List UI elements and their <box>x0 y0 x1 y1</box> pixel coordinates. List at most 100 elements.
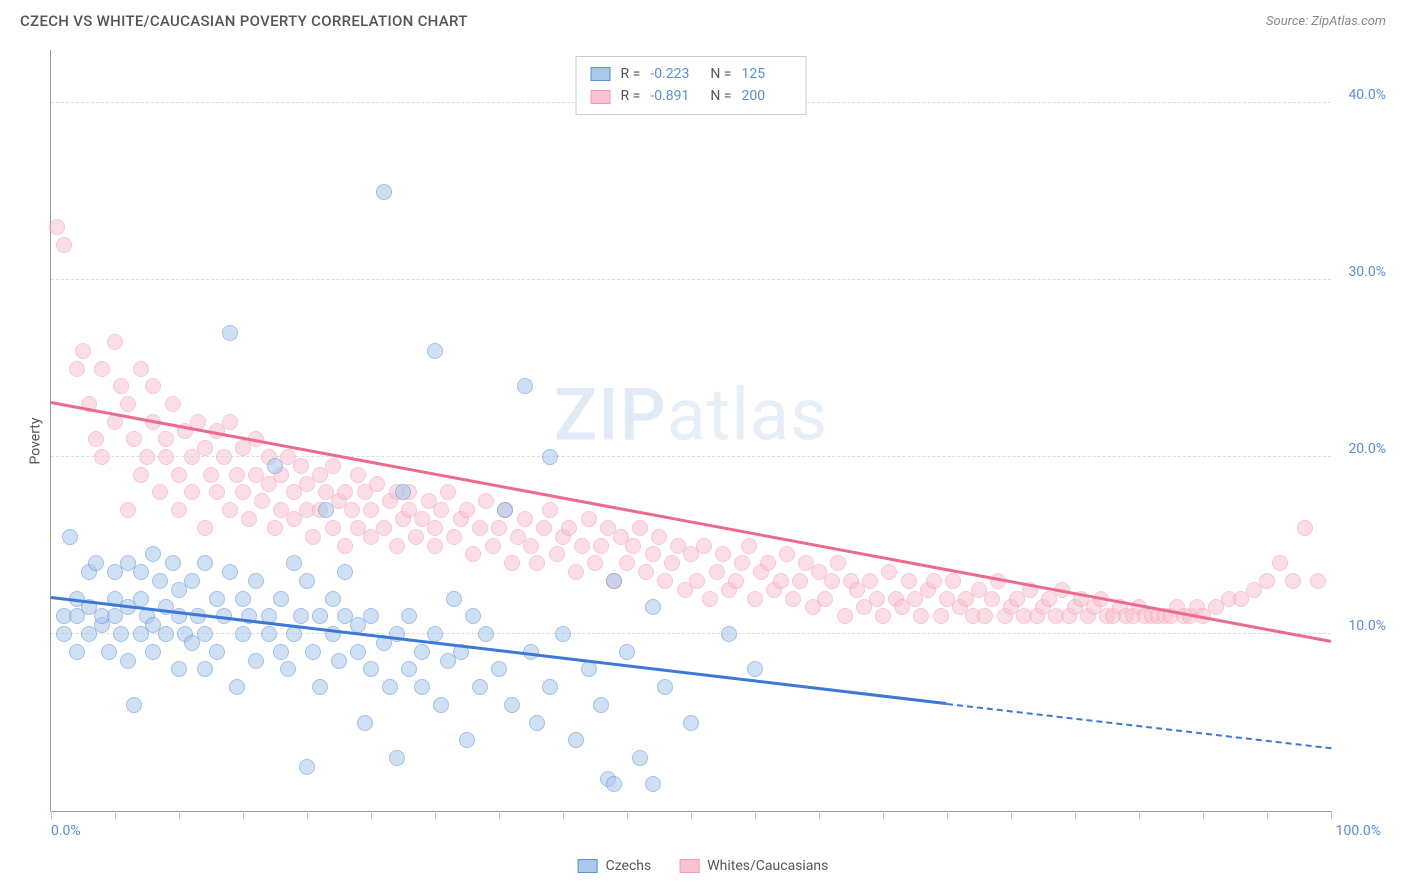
scatter-point-blue <box>504 697 520 713</box>
scatter-point-pink <box>165 396 181 412</box>
x-tick <box>435 811 436 819</box>
scatter-point-pink <box>229 467 245 483</box>
scatter-point-pink <box>216 449 232 465</box>
legend-r-label: R = <box>621 63 641 85</box>
scatter-point-pink <box>325 458 341 474</box>
legend-series-item: Whites/Caucasians <box>679 858 828 874</box>
scatter-point-pink <box>350 467 366 483</box>
scatter-point-pink <box>478 493 494 509</box>
scatter-point-blue <box>427 343 443 359</box>
scatter-point-blue <box>459 732 475 748</box>
scatter-point-pink <box>581 511 597 527</box>
scatter-point-pink <box>926 573 942 589</box>
x-tick <box>1331 811 1332 819</box>
scatter-point-pink <box>325 520 341 536</box>
scatter-point-blue <box>382 679 398 695</box>
scatter-point-pink <box>133 467 149 483</box>
scatter-point-pink <box>1285 573 1301 589</box>
scatter-point-blue <box>222 564 238 580</box>
x-tick <box>691 811 692 819</box>
legend-correlation: R =-0.223N =125R =-0.891N =200 <box>576 56 807 115</box>
scatter-point-pink <box>773 573 789 589</box>
scatter-point-pink <box>472 520 488 536</box>
scatter-point-blue <box>126 697 142 713</box>
chart-title: CZECH VS WHITE/CAUCASIAN POVERTY CORRELA… <box>20 12 468 30</box>
scatter-point-blue <box>158 626 174 642</box>
scatter-point-blue <box>606 776 622 792</box>
scatter-point-blue <box>229 679 245 695</box>
scatter-point-pink <box>568 564 584 580</box>
scatter-point-pink <box>741 538 757 554</box>
y-tick-label: 20.0% <box>1348 441 1386 457</box>
scatter-point-blue <box>152 573 168 589</box>
scatter-point-blue <box>465 608 481 624</box>
scatter-point-pink <box>517 511 533 527</box>
trendline-blue-extrap <box>947 703 1331 749</box>
scatter-point-pink <box>734 555 750 571</box>
legend-r-label: R = <box>621 85 641 107</box>
scatter-point-blue <box>120 653 136 669</box>
scatter-point-blue <box>517 378 533 394</box>
scatter-point-blue <box>446 591 462 607</box>
scatter-point-pink <box>337 484 353 500</box>
scatter-point-pink <box>619 555 635 571</box>
scatter-point-blue <box>414 679 430 695</box>
scatter-point-pink <box>209 484 225 500</box>
scatter-point-blue <box>657 679 673 695</box>
scatter-point-pink <box>779 546 795 562</box>
scatter-point-pink <box>465 546 481 562</box>
scatter-point-pink <box>446 529 462 545</box>
scatter-point-pink <box>254 493 270 509</box>
scatter-point-pink <box>625 538 641 554</box>
scatter-point-pink <box>107 334 123 350</box>
scatter-point-blue <box>497 502 513 518</box>
scatter-point-pink <box>869 591 885 607</box>
scatter-point-pink <box>638 564 654 580</box>
legend-series-item: Czechs <box>578 858 652 874</box>
scatter-point-blue <box>325 591 341 607</box>
scatter-point-pink <box>933 608 949 624</box>
scatter-point-pink <box>1272 555 1288 571</box>
scatter-point-pink <box>222 414 238 430</box>
scatter-point-pink <box>158 449 174 465</box>
scatter-point-pink <box>184 484 200 500</box>
scatter-point-pink <box>747 591 763 607</box>
legend-correlation-row: R =-0.223N =125 <box>591 63 792 85</box>
scatter-point-blue <box>184 573 200 589</box>
scatter-point-blue <box>56 626 72 642</box>
legend-swatch <box>591 90 611 104</box>
scatter-point-blue <box>555 626 571 642</box>
scatter-point-pink <box>197 440 213 456</box>
scatter-point-pink <box>344 502 360 518</box>
watermark: ZIPatlas <box>554 373 828 458</box>
scatter-point-pink <box>427 520 443 536</box>
chart-area: ZIPatlas R =-0.223N =125R =-0.891N =200 … <box>50 50 1391 832</box>
scatter-point-blue <box>293 608 309 624</box>
scatter-point-pink <box>139 449 155 465</box>
scatter-point-blue <box>542 679 558 695</box>
scatter-point-pink <box>945 573 961 589</box>
scatter-point-pink <box>75 343 91 359</box>
scatter-point-blue <box>542 449 558 465</box>
scatter-point-blue <box>593 697 609 713</box>
scatter-point-pink <box>158 431 174 447</box>
legend-n-label: N = <box>710 63 731 85</box>
scatter-point-pink <box>171 467 187 483</box>
scatter-point-pink <box>49 219 65 235</box>
scatter-point-pink <box>69 361 85 377</box>
scatter-point-blue <box>273 644 289 660</box>
scatter-point-pink <box>337 538 353 554</box>
scatter-point-blue <box>101 644 117 660</box>
scatter-point-pink <box>862 573 878 589</box>
scatter-point-blue <box>88 555 104 571</box>
scatter-point-pink <box>94 361 110 377</box>
scatter-point-pink <box>152 484 168 500</box>
source-label: Source: ZipAtlas.com <box>1266 14 1386 29</box>
scatter-point-pink <box>1259 573 1275 589</box>
scatter-point-pink <box>561 520 577 536</box>
scatter-point-blue <box>299 573 315 589</box>
scatter-point-blue <box>491 661 507 677</box>
scatter-point-pink <box>376 520 392 536</box>
scatter-point-pink <box>792 573 808 589</box>
y-tick-label: 40.0% <box>1348 87 1386 103</box>
